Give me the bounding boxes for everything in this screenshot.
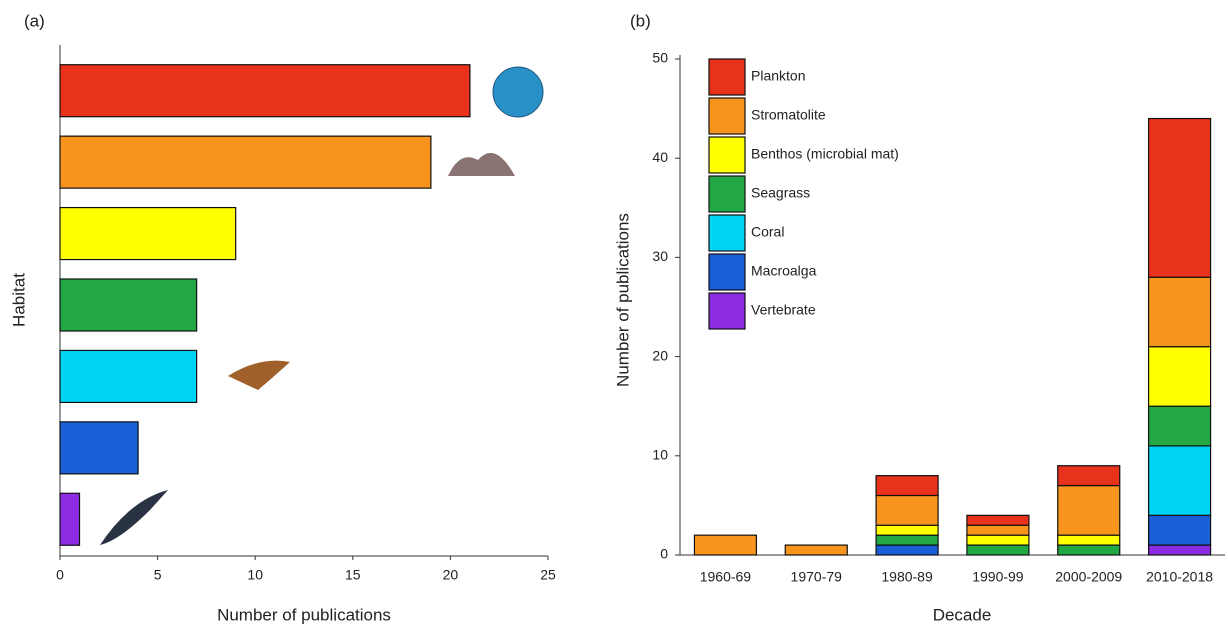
bar <box>59 349 198 404</box>
bar-segment <box>693 534 758 556</box>
bar-segment <box>875 544 939 556</box>
x-tick-label: 1970-79 <box>791 569 843 585</box>
bar-segment <box>1147 445 1212 516</box>
bar-segment <box>1147 276 1212 348</box>
stromatolite-icon <box>448 152 515 176</box>
bar-segment <box>1147 117 1212 278</box>
legend-label: Coral <box>751 224 784 240</box>
bar-segment <box>966 544 1030 556</box>
bar <box>59 278 198 332</box>
legend-swatch <box>708 214 746 252</box>
bar-segment <box>875 475 939 497</box>
bar <box>59 64 471 118</box>
y-axis-label: Habitat <box>9 273 28 327</box>
panel-label: (a) <box>24 11 45 30</box>
bar <box>59 206 237 261</box>
bar-segment <box>1057 465 1121 487</box>
legend-swatch <box>708 253 746 291</box>
bar <box>59 135 432 189</box>
bar-segment <box>784 544 848 556</box>
bar-segment <box>1057 534 1121 546</box>
bar-segment <box>966 514 1030 526</box>
bar-segment <box>875 524 939 536</box>
panel-label: (b) <box>630 11 651 30</box>
x-tick-label: 25 <box>540 567 556 583</box>
bar-segment <box>1057 484 1121 536</box>
y-tick-label: 40 <box>652 149 668 165</box>
legend-swatch <box>708 97 746 135</box>
legend-label: Macroalga <box>751 263 817 279</box>
legend-label: Stromatolite <box>751 107 826 123</box>
x-tick-label: 0 <box>56 567 64 583</box>
bar-segment <box>966 524 1030 536</box>
bar-segment <box>1147 514 1212 546</box>
legend-label: Plankton <box>751 68 805 84</box>
x-tick-label: 5 <box>154 567 162 583</box>
bar-segment <box>1147 544 1212 556</box>
bar-segment <box>1147 346 1212 407</box>
y-tick-label: 30 <box>652 248 668 264</box>
x-tick-label: 2010-2018 <box>1146 569 1213 585</box>
legend-swatch <box>708 292 746 330</box>
x-axis-label: Decade <box>933 605 992 624</box>
legend-swatch <box>708 136 746 174</box>
x-tick-label: 1960-69 <box>700 569 752 585</box>
vertebrate-icon <box>100 490 168 545</box>
legend-label: Vertebrate <box>751 302 816 318</box>
legend-label: Benthos (microbial mat) <box>751 146 899 162</box>
bar-segment <box>1057 544 1121 556</box>
bar-segment <box>875 494 939 526</box>
bar <box>59 492 81 546</box>
legend-label: Seagrass <box>751 185 810 201</box>
x-tick-label: 15 <box>345 567 361 583</box>
y-tick-label: 20 <box>652 347 668 363</box>
x-axis-label: Number of publications <box>217 605 391 624</box>
y-tick-label: 10 <box>652 447 668 463</box>
y-axis-label: Number of publications <box>613 213 632 387</box>
legend-swatch <box>708 58 746 96</box>
bar-segment <box>1147 405 1212 447</box>
bar-segment <box>966 534 1030 546</box>
bar <box>59 421 139 475</box>
plankton-icon <box>492 66 544 118</box>
bar-segment <box>875 534 939 546</box>
y-tick-label: 50 <box>652 50 668 66</box>
x-tick-label: 1990-99 <box>972 569 1024 585</box>
coral-icon <box>228 360 290 390</box>
x-tick-label: 10 <box>247 567 263 583</box>
x-tick-label: 1980-89 <box>881 569 933 585</box>
x-tick-label: 2000-2009 <box>1055 569 1122 585</box>
x-tick-label: 20 <box>443 567 459 583</box>
y-tick-label: 0 <box>660 546 668 562</box>
legend-swatch <box>708 175 746 213</box>
